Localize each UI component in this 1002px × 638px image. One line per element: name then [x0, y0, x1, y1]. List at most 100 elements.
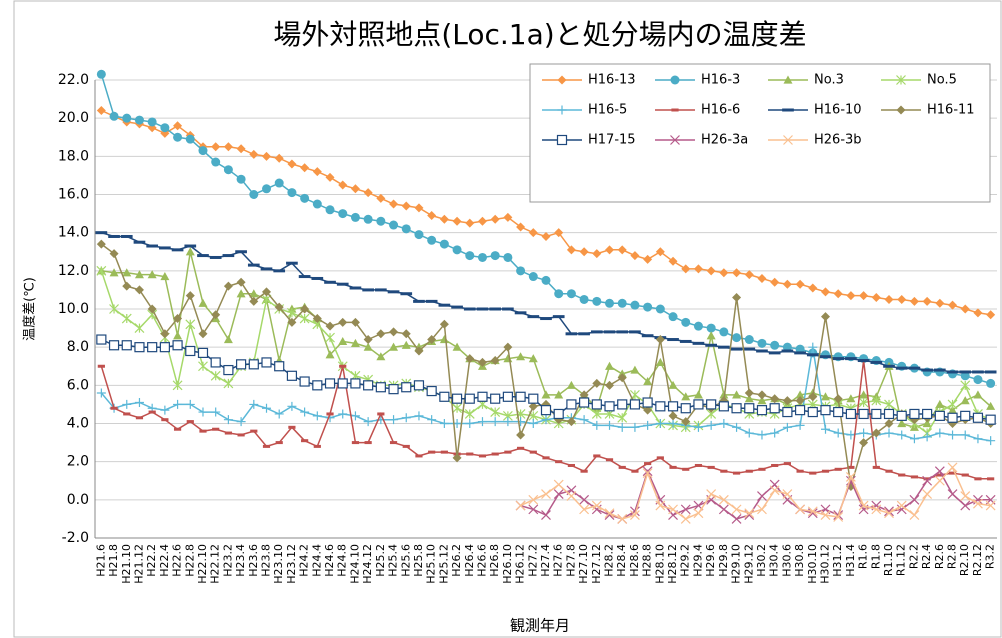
- x-tick-label: H26.10: [501, 544, 514, 584]
- marker: [579, 415, 589, 425]
- marker: [795, 396, 805, 406]
- marker: [249, 399, 259, 409]
- marker: [630, 422, 640, 432]
- marker: [896, 504, 907, 515]
- x-tick-label: H23.8: [260, 544, 273, 577]
- x-tick-label: H23.2: [221, 544, 234, 577]
- marker: [198, 329, 208, 339]
- marker: [134, 323, 145, 334]
- marker: [439, 239, 449, 249]
- marker: [465, 419, 475, 428]
- marker: [681, 417, 691, 427]
- marker: [986, 401, 996, 410]
- marker: [185, 291, 195, 301]
- marker: [629, 399, 641, 410]
- marker: [744, 403, 755, 414]
- marker: [744, 270, 754, 280]
- legend-label: H16-6: [701, 103, 740, 118]
- marker: [414, 346, 424, 356]
- marker: [655, 304, 665, 314]
- marker: [427, 235, 437, 245]
- marker: [300, 304, 310, 314]
- x-tick-label: H24.12: [361, 544, 374, 584]
- marker: [770, 340, 780, 350]
- marker: [490, 393, 501, 404]
- marker: [947, 412, 958, 423]
- marker: [896, 500, 907, 511]
- y-tick-label: 2.0: [67, 454, 89, 470]
- marker: [693, 264, 703, 274]
- marker: [859, 438, 869, 448]
- x-axis-label: 観測年月: [510, 617, 570, 635]
- marker: [516, 266, 526, 276]
- x-tick-label: H24.2: [298, 544, 311, 577]
- marker: [770, 277, 780, 287]
- marker: [160, 329, 170, 339]
- marker: [108, 340, 120, 351]
- marker: [299, 313, 310, 324]
- marker: [554, 289, 564, 299]
- marker: [642, 397, 653, 408]
- marker: [300, 163, 310, 173]
- marker: [516, 222, 526, 232]
- legend-label: H16-3: [701, 73, 740, 88]
- marker: [909, 510, 920, 521]
- marker: [973, 434, 983, 444]
- marker: [591, 409, 602, 419]
- marker: [300, 407, 310, 417]
- marker: [528, 504, 539, 515]
- marker: [706, 266, 716, 276]
- marker: [884, 506, 894, 517]
- marker: [566, 245, 576, 255]
- marker: [312, 314, 322, 324]
- legend-label: H16-5: [588, 103, 627, 118]
- marker: [858, 408, 869, 420]
- marker: [121, 340, 132, 351]
- marker: [807, 406, 818, 418]
- marker: [223, 335, 233, 344]
- marker: [731, 504, 742, 515]
- x-tick-label: H24.4: [310, 544, 323, 577]
- marker: [464, 409, 475, 419]
- marker: [617, 399, 628, 410]
- marker: [757, 390, 767, 400]
- marker: [134, 115, 144, 125]
- marker: [655, 500, 666, 511]
- x-tick-label: H29.10: [730, 544, 743, 584]
- marker: [948, 405, 958, 414]
- x-tick-label: H24.8: [336, 544, 349, 577]
- x-tick-label: H22.2: [145, 544, 158, 577]
- marker: [795, 279, 805, 289]
- marker: [477, 391, 488, 402]
- marker: [681, 392, 691, 401]
- marker: [871, 428, 881, 438]
- marker: [592, 378, 602, 388]
- marker: [236, 289, 246, 298]
- marker: [262, 403, 272, 413]
- marker: [274, 409, 284, 419]
- marker: [147, 304, 157, 314]
- marker: [235, 359, 247, 370]
- marker: [630, 506, 640, 517]
- x-tick-label: R2.2: [907, 544, 920, 569]
- marker: [439, 419, 449, 428]
- marker: [109, 249, 119, 259]
- marker: [376, 329, 386, 339]
- marker: [782, 406, 793, 418]
- marker: [617, 373, 627, 383]
- marker: [897, 430, 907, 440]
- marker: [452, 453, 462, 463]
- marker: [643, 302, 653, 312]
- marker: [376, 352, 386, 361]
- marker: [503, 212, 513, 222]
- marker: [160, 123, 170, 133]
- marker: [554, 228, 564, 238]
- legend-label: No.3: [814, 73, 844, 88]
- marker: [617, 513, 628, 524]
- marker: [693, 321, 703, 331]
- marker: [376, 193, 386, 203]
- marker: [502, 391, 513, 402]
- marker: [528, 401, 538, 411]
- x-tick-label: H29.8: [717, 544, 730, 577]
- marker: [553, 408, 564, 420]
